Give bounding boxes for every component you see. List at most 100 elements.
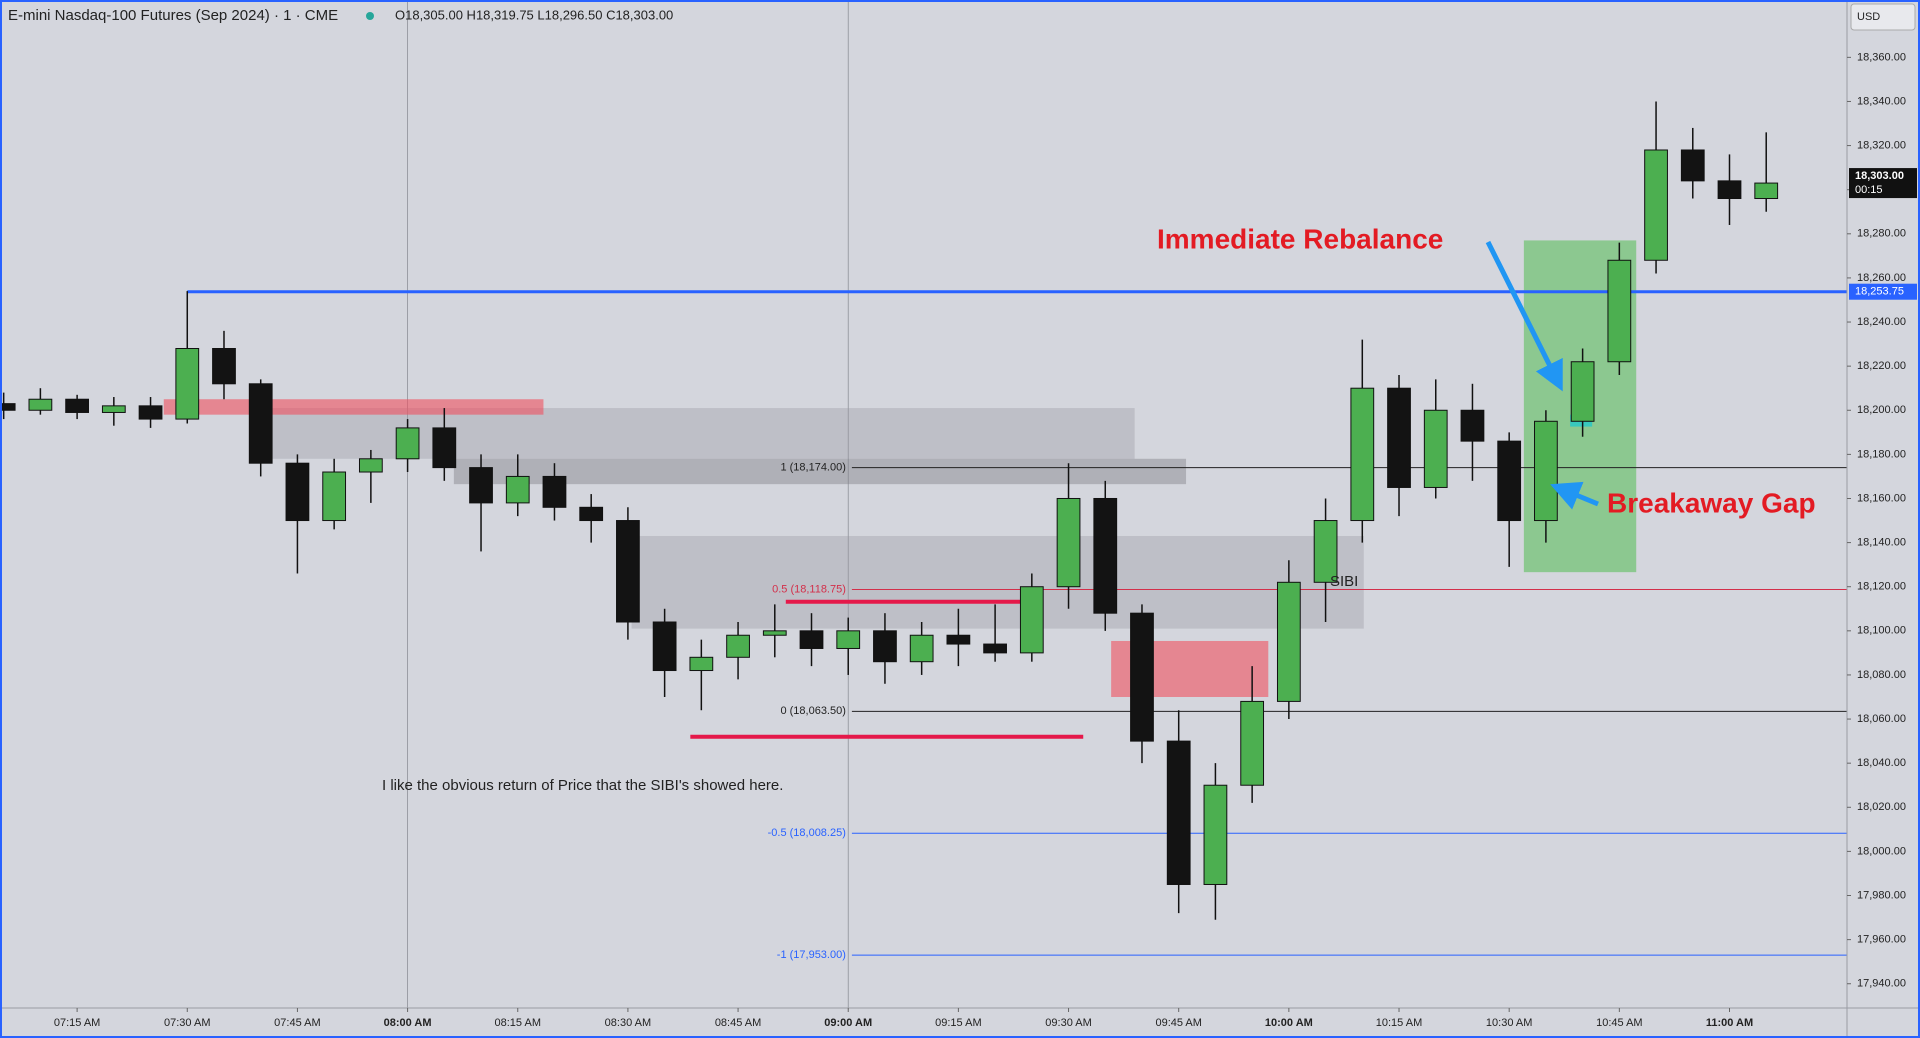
candle-body xyxy=(616,520,640,623)
candle-body xyxy=(873,630,897,663)
candle-body xyxy=(248,383,273,464)
candle-body xyxy=(762,630,787,636)
price-label: 18,253.75 xyxy=(1855,286,1904,298)
y-tick-label: 18,260.00 xyxy=(1857,272,1906,284)
candle-body xyxy=(1130,612,1154,742)
x-tick-label: 07:30 AM xyxy=(164,1017,210,1029)
last-price: 18,303.00 xyxy=(1855,170,1904,182)
candle-body xyxy=(358,458,383,473)
y-tick-label: 18,240.00 xyxy=(1857,316,1906,328)
x-tick-label: 10:00 AM xyxy=(1265,1017,1313,1029)
y-tick-label: 18,320.00 xyxy=(1857,139,1906,151)
zone xyxy=(255,408,1135,459)
candle-body xyxy=(1717,180,1742,200)
candle-body xyxy=(1387,387,1411,488)
y-tick-label: 18,120.00 xyxy=(1857,581,1906,593)
fib-label: 0.5 (18,118.75) xyxy=(772,583,846,595)
candle-body xyxy=(1644,149,1668,261)
candle-body xyxy=(1240,700,1265,786)
x-tick-label: 08:15 AM xyxy=(495,1017,541,1029)
y-tick-label: 18,020.00 xyxy=(1857,801,1906,813)
candle-body xyxy=(0,403,16,411)
y-tick-label: 18,060.00 xyxy=(1857,713,1906,725)
x-tick-label: 08:00 AM xyxy=(384,1017,432,1029)
y-tick-label: 18,100.00 xyxy=(1857,625,1906,637)
y-tick-label: 18,280.00 xyxy=(1857,228,1906,240)
annotation: I like the obvious return of Price that … xyxy=(382,777,783,794)
currency[interactable]: USD xyxy=(1857,11,1880,23)
candle-body xyxy=(101,405,126,413)
x-tick-label: 10:45 AM xyxy=(1596,1017,1642,1029)
zone xyxy=(163,399,544,415)
annotation: Breakaway Gap xyxy=(1607,487,1816,518)
zone xyxy=(453,458,1187,485)
candle-body xyxy=(946,634,971,645)
annotation: SIBI xyxy=(1330,573,1358,590)
candle-body xyxy=(505,475,530,504)
candle-body xyxy=(1607,259,1632,363)
candle-body xyxy=(579,506,604,522)
chart-title: E-mini Nasdaq-100 Futures (Sep 2024) · 1… xyxy=(8,7,338,24)
candle-body xyxy=(395,427,420,460)
last-price-bg xyxy=(1849,168,1917,199)
x-tick-label: 09:15 AM xyxy=(935,1017,981,1029)
candle-body xyxy=(212,347,236,385)
candle-body xyxy=(138,405,163,420)
candle-body xyxy=(1497,440,1522,522)
x-tick-label: 07:15 AM xyxy=(54,1017,100,1029)
candle-body xyxy=(1166,740,1191,885)
y-tick-label: 18,000.00 xyxy=(1857,845,1906,857)
candle-body xyxy=(1460,409,1485,442)
x-tick-label: 09:00 AM xyxy=(824,1017,872,1029)
y-tick-label: 17,960.00 xyxy=(1857,934,1906,946)
candle-body xyxy=(1276,581,1301,702)
countdown: 00:15 xyxy=(1855,184,1883,196)
y-tick-label: 17,940.00 xyxy=(1857,978,1906,990)
y-tick-label: 18,340.00 xyxy=(1857,95,1906,107)
y-tick-label: 18,040.00 xyxy=(1857,757,1906,769)
x-tick-label: 08:45 AM xyxy=(715,1017,761,1029)
ohlc-info: O18,305.00 H18,319.75 L18,296.50 C18,303… xyxy=(395,7,673,22)
candle-body xyxy=(469,467,493,504)
candle-body xyxy=(432,427,457,469)
y-tick-label: 18,160.00 xyxy=(1857,492,1906,504)
candle-body xyxy=(175,347,200,420)
fib-label: -1 (17,953.00) xyxy=(777,949,846,961)
candle-body xyxy=(983,643,1007,654)
candle-body xyxy=(542,475,567,508)
y-tick-label: 18,080.00 xyxy=(1857,669,1906,681)
candle-body xyxy=(909,634,934,663)
candle-body xyxy=(836,630,861,649)
y-tick-label: 18,180.00 xyxy=(1857,448,1906,460)
y-tick-label: 18,140.00 xyxy=(1857,537,1906,549)
currency-button[interactable] xyxy=(1850,3,1916,31)
candle-body xyxy=(1423,409,1448,488)
candle-body xyxy=(1534,420,1558,522)
candle-body xyxy=(285,462,310,522)
annotation: Immediate Rebalance xyxy=(1157,223,1443,254)
fib-label: -0.5 (18,008.25) xyxy=(768,827,846,839)
fib-label: 0 (18,063.50) xyxy=(780,705,845,717)
candle-body xyxy=(28,398,53,411)
candle-body xyxy=(689,656,714,672)
x-tick-label: 09:30 AM xyxy=(1045,1017,1091,1029)
y-tick-label: 18,200.00 xyxy=(1857,404,1906,416)
candle-body xyxy=(1019,586,1044,654)
candle-body xyxy=(652,621,677,672)
x-tick-label: 11:00 AM xyxy=(1706,1017,1753,1029)
x-tick-label: 10:30 AM xyxy=(1486,1017,1532,1029)
candle-body xyxy=(1313,520,1338,583)
candle-body xyxy=(726,634,750,658)
x-tick-label: 07:45 AM xyxy=(274,1017,320,1029)
candle-body xyxy=(799,630,824,649)
candle-body xyxy=(1056,497,1081,588)
candle-body xyxy=(1754,182,1779,200)
arrow xyxy=(1485,240,1563,392)
candle-body xyxy=(65,398,89,413)
x-tick-label: 08:30 AM xyxy=(605,1017,651,1029)
y-tick-label: 17,980.00 xyxy=(1857,889,1906,901)
arrow xyxy=(1550,481,1599,510)
candle-body xyxy=(1203,784,1228,885)
